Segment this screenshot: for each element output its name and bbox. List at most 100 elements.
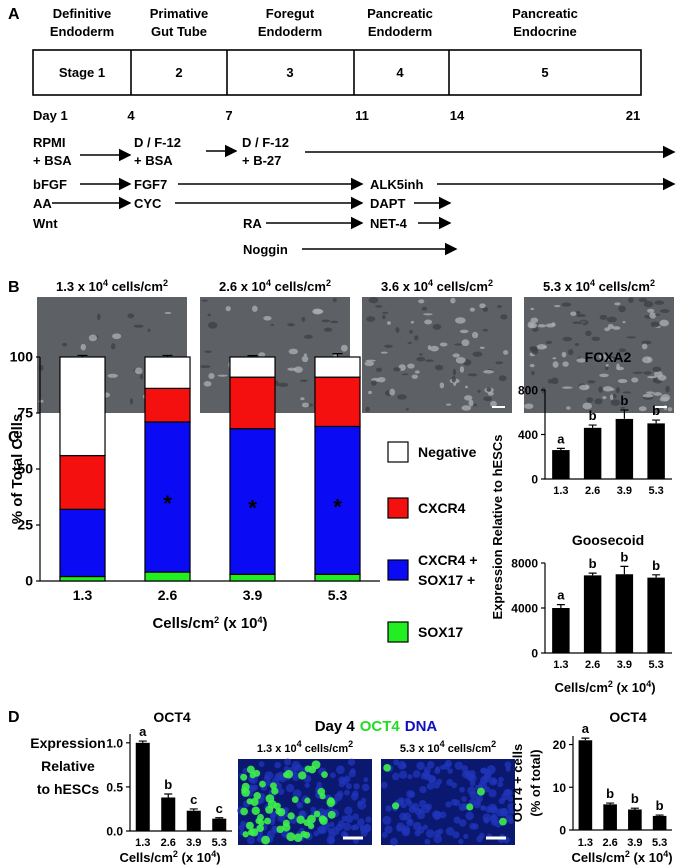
text-part: ) xyxy=(651,680,655,695)
nucleus xyxy=(443,762,451,770)
cell xyxy=(287,323,295,327)
stage-name: Pancreatic xyxy=(512,6,578,21)
oct4-cell xyxy=(383,764,391,772)
cell xyxy=(375,367,383,372)
cell xyxy=(638,298,648,303)
x-tick-label: 1.3 xyxy=(578,837,593,849)
legend-label: CXCR4 xyxy=(418,500,466,516)
oct4-cell xyxy=(291,796,299,804)
y-tick-label: 8000 xyxy=(511,557,538,571)
factor: bFGF xyxy=(33,177,67,192)
nucleus xyxy=(418,799,427,808)
oct4-cell xyxy=(318,815,326,823)
medium: + BSA xyxy=(33,153,72,168)
factor: Wnt xyxy=(33,216,58,231)
cell xyxy=(594,398,603,405)
x-tick-label: 1.3 xyxy=(553,659,568,671)
medium: D / F-12 xyxy=(242,135,289,150)
cell xyxy=(576,358,586,363)
bar xyxy=(186,810,201,831)
superscript: 2 xyxy=(348,739,353,749)
cell xyxy=(439,342,448,347)
nucleus xyxy=(328,837,335,844)
x-tick-label: 5.3 xyxy=(212,837,227,849)
nucleus xyxy=(408,805,417,813)
legend-swatch xyxy=(387,621,409,643)
bar xyxy=(135,742,150,831)
nucleus xyxy=(327,827,333,834)
nucleus xyxy=(329,821,335,828)
panel-label: C xyxy=(8,429,20,446)
nucleus xyxy=(439,811,447,819)
oct4-cell xyxy=(293,833,303,843)
y-tick-label: 20 xyxy=(553,738,567,752)
cell xyxy=(586,397,594,403)
stage-name: Endoderm xyxy=(50,24,114,39)
superscript: 2 xyxy=(173,849,178,859)
nucleus xyxy=(391,772,400,781)
cell xyxy=(524,403,534,410)
text-part: 2.6 x 10 xyxy=(219,279,266,294)
error-bar xyxy=(581,737,590,741)
nucleus xyxy=(276,771,285,781)
x-tick-label: 5.3 xyxy=(648,659,663,671)
text-part: ) xyxy=(668,850,672,865)
cell xyxy=(618,348,626,353)
error-bar xyxy=(630,807,639,810)
legend-label: Negative xyxy=(418,444,477,460)
cell xyxy=(598,353,607,360)
bar xyxy=(652,815,667,830)
bar xyxy=(647,577,665,653)
cell xyxy=(471,331,479,339)
oct4-cell xyxy=(321,771,328,778)
superscript: 4 xyxy=(297,739,302,749)
oct4-cell xyxy=(303,831,311,839)
x-tick-label: 3.9 xyxy=(186,837,201,849)
cell xyxy=(217,374,228,377)
nucleus xyxy=(385,805,392,812)
significance: * xyxy=(248,495,257,520)
nucleus xyxy=(499,807,509,817)
day: 11 xyxy=(355,108,369,123)
nucleus xyxy=(414,807,422,815)
error-bar xyxy=(189,808,198,811)
title-part: Day 4 xyxy=(315,718,356,735)
cell xyxy=(375,305,383,308)
x-tick-label: 3.9 xyxy=(243,587,263,603)
oct4-cell xyxy=(242,831,249,838)
cell xyxy=(607,324,614,330)
nucleus xyxy=(345,814,354,823)
cell xyxy=(464,395,473,401)
cell xyxy=(570,311,577,316)
cell xyxy=(203,381,212,387)
oct4-cell xyxy=(264,817,271,825)
nucleus xyxy=(453,816,461,824)
nucleus xyxy=(350,824,357,831)
oct4-cell xyxy=(286,832,296,842)
nucleus xyxy=(435,766,441,772)
cell xyxy=(287,367,297,371)
oct4-cell xyxy=(287,812,295,820)
cell xyxy=(654,313,661,316)
cell xyxy=(599,314,608,320)
stage-name: Definitive xyxy=(53,6,112,21)
significance: b xyxy=(164,777,172,792)
significance: * xyxy=(163,491,172,516)
y-tick-label: 100 xyxy=(10,349,34,365)
image-label: 1.3 x 104 cells/cm2 xyxy=(257,739,353,755)
cell xyxy=(445,403,452,406)
cell xyxy=(469,307,476,312)
significance: b xyxy=(620,393,628,408)
error-bar xyxy=(247,355,258,357)
y-axis-label: (% of total) xyxy=(528,749,543,816)
bar xyxy=(578,740,593,830)
nucleus xyxy=(484,771,492,779)
factor: DAPT xyxy=(370,196,405,211)
cell xyxy=(127,313,135,319)
cell xyxy=(568,349,574,356)
cell xyxy=(366,316,376,322)
nucleus xyxy=(507,803,515,811)
cell xyxy=(529,363,535,368)
bar-segment xyxy=(314,425,361,575)
